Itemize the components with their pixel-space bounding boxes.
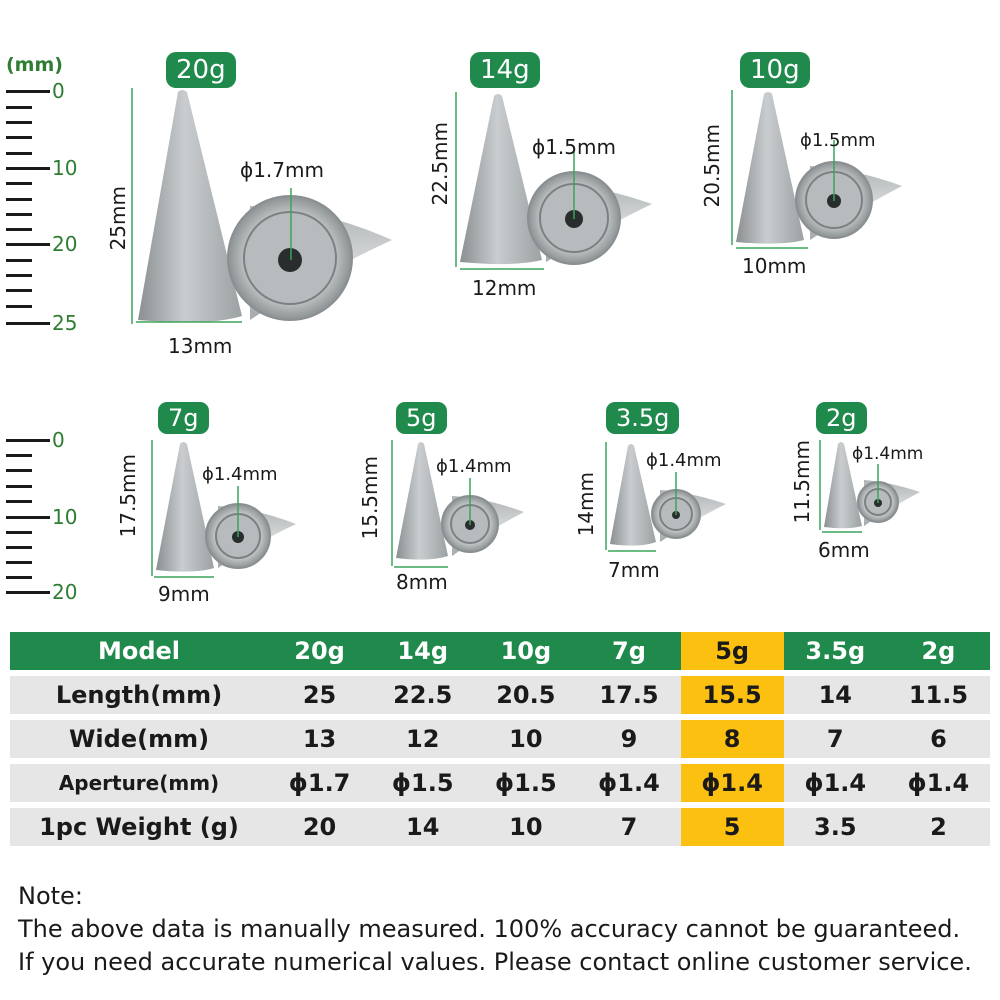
ruler-label: 20 <box>52 580 78 604</box>
table-header-cell: 20g <box>268 632 372 670</box>
weight-tag-20g: 20g <box>166 52 236 88</box>
aperture-label-5g: ϕ1.4mm <box>436 456 512 477</box>
table-cell: ϕ1.4 <box>577 764 681 802</box>
table-cell: 6 <box>886 720 990 758</box>
ruler-label: 0 <box>52 428 65 452</box>
table-cell: 20 <box>268 808 372 846</box>
table-header-cell: 10g <box>474 632 578 670</box>
ruler-top: 0 10 20 25 <box>0 79 90 340</box>
width-label-20g: 13mm <box>168 334 233 358</box>
sinker-7g-image <box>151 440 296 578</box>
note-line: The above data is manually measured. 100… <box>18 915 961 943</box>
table-cell: 17.5 <box>577 676 681 714</box>
table-cell-highlight: 15.5 <box>680 676 784 714</box>
table-cell-highlight: ϕ1.4 <box>680 764 784 802</box>
ruler-label: 0 <box>52 79 65 103</box>
aperture-label-7g: ϕ1.4mm <box>202 464 278 485</box>
table-cell: 10 <box>474 808 578 846</box>
table-cell: 7 <box>577 808 681 846</box>
ruler-label: 10 <box>52 156 78 180</box>
ruler-label: 20 <box>52 232 78 256</box>
note-line: If you need accurate numerical values. P… <box>18 948 972 976</box>
sinker-14g-image <box>455 92 652 270</box>
table-cell: 11.5 <box>886 676 990 714</box>
aperture-label-3-5g: ϕ1.4mm <box>646 450 722 471</box>
sinker-3-5g-image <box>605 442 726 552</box>
table-cell: 14 <box>783 676 887 714</box>
table-row: Wide(mm) 13 12 10 9 8 7 6 <box>10 720 990 758</box>
width-label-5g: 8mm <box>396 570 448 594</box>
unit-label: (mm) <box>6 54 63 76</box>
table-header-cell: 7g <box>577 632 681 670</box>
weight-tag-5g: 5g <box>396 402 447 434</box>
weight-tag-10g: 10g <box>740 52 810 88</box>
ruler-label: 25 <box>52 311 78 335</box>
table-header-cell: 3.5g <box>783 632 887 670</box>
aperture-label-2g: ϕ1.4mm <box>852 444 924 464</box>
width-label-10g: 10mm <box>742 254 807 278</box>
weight-tag-3-5g: 3.5g <box>606 402 680 434</box>
table-cell: 20.5 <box>474 676 578 714</box>
aperture-label-10g: ϕ1.5mm <box>800 130 876 151</box>
width-label-3-5g: 7mm <box>608 558 660 582</box>
row-label: Length(mm) <box>10 676 268 714</box>
length-label-2g: 11.5mm <box>790 440 814 524</box>
weight-tag-14g: 14g <box>470 52 540 88</box>
table-header-cell: 2g <box>886 632 990 670</box>
spec-table: Model 20g 14g 10g 7g 5g 3.5g 2g Length(m… <box>10 626 990 852</box>
table-cell: ϕ1.5 <box>371 764 475 802</box>
table-header-cell-highlight: 5g <box>680 632 784 670</box>
length-label-10g: 20.5mm <box>700 124 724 208</box>
note-title: Note: <box>18 882 83 910</box>
weight-tag-7g: 7g <box>158 402 209 434</box>
table-cell: 12 <box>371 720 475 758</box>
table-cell: ϕ1.7 <box>268 764 372 802</box>
table-row: 1pc Weight (g) 20 14 10 7 5 3.5 2 <box>10 808 990 846</box>
length-label-14g: 22.5mm <box>428 122 452 206</box>
table-cell: 22.5 <box>371 676 475 714</box>
table-cell: 10 <box>474 720 578 758</box>
table-cell: ϕ1.5 <box>474 764 578 802</box>
sinker-5g-image <box>391 440 524 568</box>
ruler-label: 10 <box>52 505 78 529</box>
aperture-label-14g: ϕ1.5mm <box>532 135 616 159</box>
table-cell: 25 <box>268 676 372 714</box>
table-cell: 3.5 <box>783 808 887 846</box>
width-label-7g: 9mm <box>158 582 210 606</box>
table-header-cell: 14g <box>371 632 475 670</box>
table-cell: 13 <box>268 720 372 758</box>
row-label: 1pc Weight (g) <box>10 808 268 846</box>
row-label: Wide(mm) <box>10 720 268 758</box>
length-label-5g: 15.5mm <box>358 456 382 540</box>
table-cell: ϕ1.4 <box>783 764 887 802</box>
length-label-20g: 25mm <box>106 186 130 251</box>
table-cell: 14 <box>371 808 475 846</box>
table-cell: 9 <box>577 720 681 758</box>
sinker-10g-image <box>731 90 902 249</box>
weight-tag-2g: 2g <box>816 402 867 434</box>
length-label-7g: 17.5mm <box>116 454 140 538</box>
table-cell-highlight: 8 <box>680 720 784 758</box>
table-header-row: Model 20g 14g 10g 7g 5g 3.5g 2g <box>10 632 990 670</box>
sinker-2g-image <box>819 440 920 533</box>
disclaimer-note: Note: The above data is manually measure… <box>18 880 972 979</box>
aperture-label-20g: ϕ1.7mm <box>240 158 324 182</box>
width-label-14g: 12mm <box>472 276 537 300</box>
table-cell-highlight: 5 <box>680 808 784 846</box>
length-label-3-5g: 14mm <box>574 472 598 537</box>
ruler-bottom: 0 10 20 <box>0 428 90 605</box>
table-row: Length(mm) 25 22.5 20.5 17.5 15.5 14 11.… <box>10 676 990 714</box>
table-cell: 2 <box>886 808 990 846</box>
table-header-cell: Model <box>10 632 268 670</box>
width-label-2g: 6mm <box>818 538 870 562</box>
row-label: Aperture(mm) <box>10 764 268 802</box>
table-cell: 7 <box>783 720 887 758</box>
table-cell: ϕ1.4 <box>886 764 990 802</box>
table-row: Aperture(mm) ϕ1.7 ϕ1.5 ϕ1.5 ϕ1.4 ϕ1.4 ϕ1… <box>10 764 990 802</box>
sinker-20g-image <box>131 88 392 324</box>
